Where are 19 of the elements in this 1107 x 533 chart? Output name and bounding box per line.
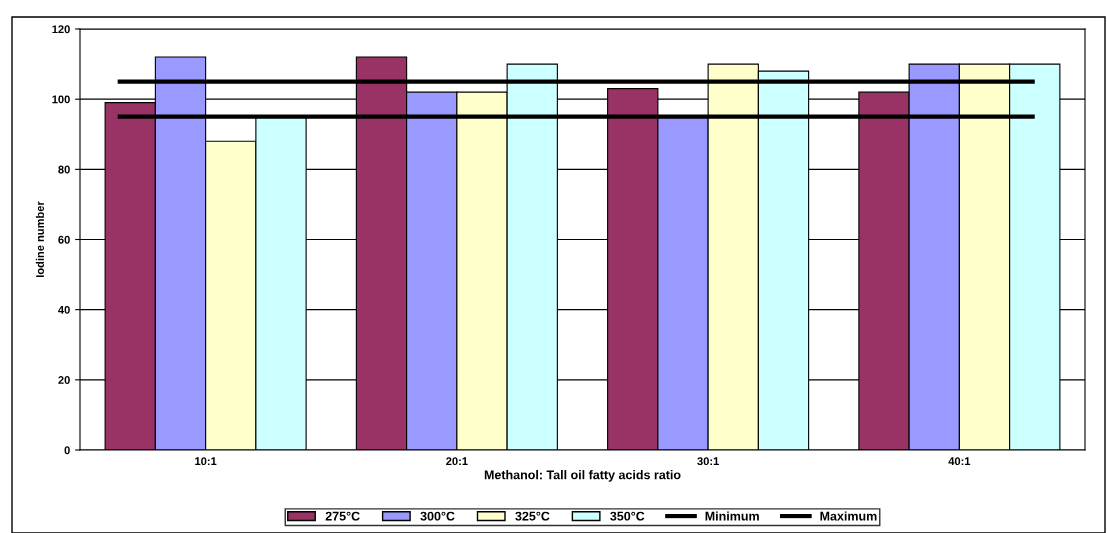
y-tick-label: 60 [58, 235, 70, 244]
x-tick-label: 30:1 [697, 457, 719, 466]
legend-label: Maximum [820, 511, 877, 521]
x-tick-label: 10:1 [195, 457, 217, 466]
x-tick-label: 40:1 [948, 457, 971, 466]
y-tick-label: 0 [64, 446, 70, 455]
y-tick-label: 80 [58, 165, 70, 174]
y-axis-title: Iodine number [35, 201, 44, 278]
x-axis-title: Methanol: Tall oil fatty acids ratio [484, 470, 681, 482]
legend-label: 300°C [420, 511, 455, 521]
legend-label: 325°C [515, 511, 550, 521]
legend-label: Minimum [705, 511, 759, 521]
y-tick-label: 100 [52, 95, 70, 104]
legend-label: 350°C [610, 511, 645, 521]
legend-label: 275°C [325, 511, 360, 521]
x-tick-label: 20:1 [446, 457, 468, 466]
y-tick-label: 20 [58, 376, 70, 384]
y-tick-label: 120 [52, 25, 70, 34]
y-tick-label: 40 [58, 305, 70, 314]
